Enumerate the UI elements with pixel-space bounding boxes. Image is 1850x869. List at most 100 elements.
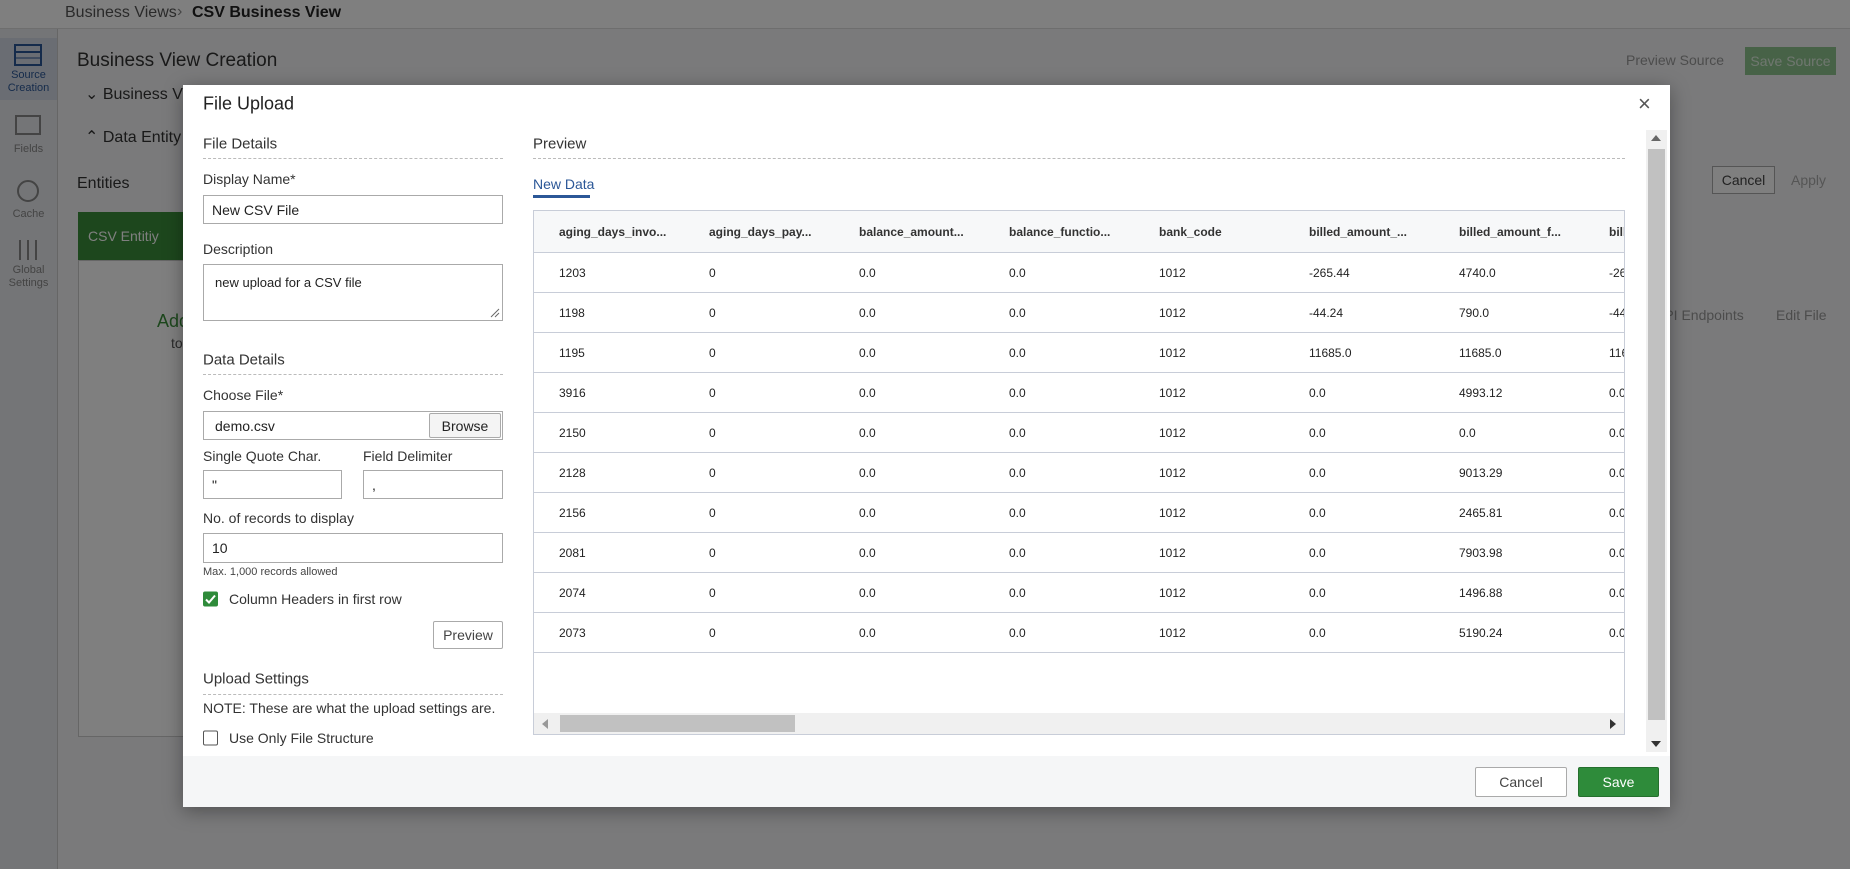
preview-button[interactable]: Preview bbox=[433, 621, 503, 649]
preview-table: aging_days_invo... aging_days_pay... balan… bbox=[534, 211, 1624, 653]
table-cell: 1195 bbox=[534, 332, 709, 373]
table-cell: 0.0 bbox=[1009, 332, 1159, 373]
field-hint: Max. 1,000 records allowed bbox=[203, 566, 338, 578]
table-cell: 0.0 bbox=[1609, 452, 1624, 493]
scroll-down[interactable] bbox=[1650, 739, 1662, 749]
table-cell: -26 bbox=[1609, 252, 1624, 293]
table-cell: 0.0 bbox=[1309, 412, 1459, 453]
table-row: 2073 0 0.0 0.0 1012 0.0 5190.24 0.0 bbox=[534, 612, 1624, 653]
table-cell: 1012 bbox=[1159, 492, 1309, 533]
table-cell: 0.0 bbox=[1309, 492, 1459, 533]
table-cell: 0.0 bbox=[1459, 412, 1609, 453]
h-scroll-thumb[interactable] bbox=[560, 715, 795, 732]
table-cell: 1012 bbox=[1159, 452, 1309, 493]
table-cell: 0.0 bbox=[859, 412, 1009, 453]
records-input[interactable]: 10 bbox=[203, 533, 503, 563]
delimiter-input[interactable]: , bbox=[363, 470, 503, 499]
headers-checkbox[interactable] bbox=[203, 591, 218, 607]
table-cell: 7903.98 bbox=[1459, 532, 1609, 573]
table-cell: 0.0 bbox=[1009, 252, 1159, 293]
table-cell: 0.0 bbox=[859, 292, 1009, 333]
table-cell: 0.0 bbox=[859, 252, 1009, 293]
table-cell: 0.0 bbox=[1609, 492, 1624, 533]
table-cell: 1012 bbox=[1159, 252, 1309, 293]
close-button[interactable]: × bbox=[1638, 91, 1651, 116]
table-cell: -265.44 bbox=[1309, 252, 1459, 293]
column-header: aging_days_pay... bbox=[709, 211, 859, 253]
field-label: Field Delimiter bbox=[363, 448, 453, 464]
table-cell: 0.0 bbox=[1009, 492, 1159, 533]
structure-checkbox[interactable] bbox=[203, 730, 218, 746]
scroll-left[interactable] bbox=[540, 718, 550, 730]
check-mark bbox=[205, 594, 216, 604]
table-cell: 0.0 bbox=[1009, 532, 1159, 573]
table-cell: 0.0 bbox=[1009, 292, 1159, 333]
table-row: 2074 0 0.0 0.0 1012 0.0 1496.88 0.0 bbox=[534, 572, 1624, 613]
scroll-right[interactable] bbox=[1608, 718, 1618, 730]
resize-handle bbox=[490, 308, 500, 318]
table-cell: 2128 bbox=[534, 452, 709, 493]
checkbox-label: Use Only File Structure bbox=[229, 730, 374, 746]
description-input[interactable]: new upload for a CSV file bbox=[203, 264, 503, 321]
table-cell: 0.0 bbox=[859, 452, 1009, 493]
scroll-up[interactable] bbox=[1650, 133, 1662, 143]
table-row: 2156 0 0.0 0.0 1012 0.0 2465.81 0.0 bbox=[534, 492, 1624, 533]
table-cell: 0.0 bbox=[1009, 612, 1159, 653]
table-cell: 0.0 bbox=[1309, 532, 1459, 573]
table-cell: 0.0 bbox=[1009, 572, 1159, 613]
table-cell: 4740.0 bbox=[1459, 252, 1609, 293]
table-cell: 0 bbox=[709, 572, 859, 613]
table-cell: 11685.0 bbox=[1309, 332, 1459, 373]
table-cell: 0.0 bbox=[1309, 612, 1459, 653]
table-cell: 0.0 bbox=[1009, 452, 1159, 493]
table-row: 3916 0 0.0 0.0 1012 0.0 4993.12 0.0 bbox=[534, 372, 1624, 413]
field-label: Display Name* bbox=[203, 171, 296, 187]
table-cell: 0 bbox=[709, 372, 859, 413]
field-label: Single Quote Char. bbox=[203, 448, 322, 464]
table-cell: 5190.24 bbox=[1459, 612, 1609, 653]
table-cell: 9013.29 bbox=[1459, 452, 1609, 493]
section-heading: Preview bbox=[533, 135, 587, 153]
table-cell: 0.0 bbox=[1609, 372, 1624, 413]
table-cell: -44.24 bbox=[1309, 292, 1459, 333]
table-cell: 0 bbox=[709, 532, 859, 573]
h-scrollbar[interactable] bbox=[534, 713, 1624, 734]
table-cell: 1012 bbox=[1159, 532, 1309, 573]
table-row: 2128 0 0.0 0.0 1012 0.0 9013.29 0.0 bbox=[534, 452, 1624, 493]
table-cell: 0.0 bbox=[1309, 372, 1459, 413]
table-cell: 0 bbox=[709, 452, 859, 493]
table-cell: 0.0 bbox=[1609, 612, 1624, 653]
browse-button[interactable]: Browse bbox=[429, 413, 501, 438]
column-header: bank_code bbox=[1159, 211, 1309, 253]
column-header: aging_days_invo... bbox=[534, 211, 709, 253]
table-cell: 0 bbox=[709, 252, 859, 293]
table-cell: 0.0 bbox=[1609, 412, 1624, 453]
table-cell: 0 bbox=[709, 412, 859, 453]
table-cell: 1496.88 bbox=[1459, 572, 1609, 613]
quote-input[interactable]: " bbox=[203, 470, 342, 499]
column-header: balance_amount... bbox=[859, 211, 1009, 253]
tab-underline bbox=[533, 195, 590, 198]
tab[interactable]: New Data bbox=[533, 176, 595, 192]
table-cell: 0.0 bbox=[1009, 412, 1159, 453]
table-cell: 0.0 bbox=[859, 372, 1009, 413]
table-cell: 2074 bbox=[534, 572, 709, 613]
save-button[interactable]: Save bbox=[1578, 767, 1659, 797]
table-cell: 116 bbox=[1609, 332, 1624, 373]
table-cell: 0.0 bbox=[1609, 572, 1624, 613]
table-cell: 1012 bbox=[1159, 612, 1309, 653]
table-cell: 2465.81 bbox=[1459, 492, 1609, 533]
table-cell: 4993.12 bbox=[1459, 372, 1609, 413]
divider bbox=[203, 158, 503, 159]
display-name-input[interactable]: New CSV File bbox=[203, 195, 503, 224]
table-cell: 1012 bbox=[1159, 372, 1309, 413]
table-cell: 1012 bbox=[1159, 292, 1309, 333]
table-cell: 0.0 bbox=[859, 612, 1009, 653]
v-scroll-thumb[interactable] bbox=[1648, 149, 1665, 720]
table-cell: 1198 bbox=[534, 292, 709, 333]
preview-table-box: aging_days_invo... aging_days_pay... balan… bbox=[533, 210, 1625, 735]
table-cell: 0.0 bbox=[1309, 452, 1459, 493]
cancel-button[interactable]: Cancel bbox=[1475, 767, 1567, 797]
